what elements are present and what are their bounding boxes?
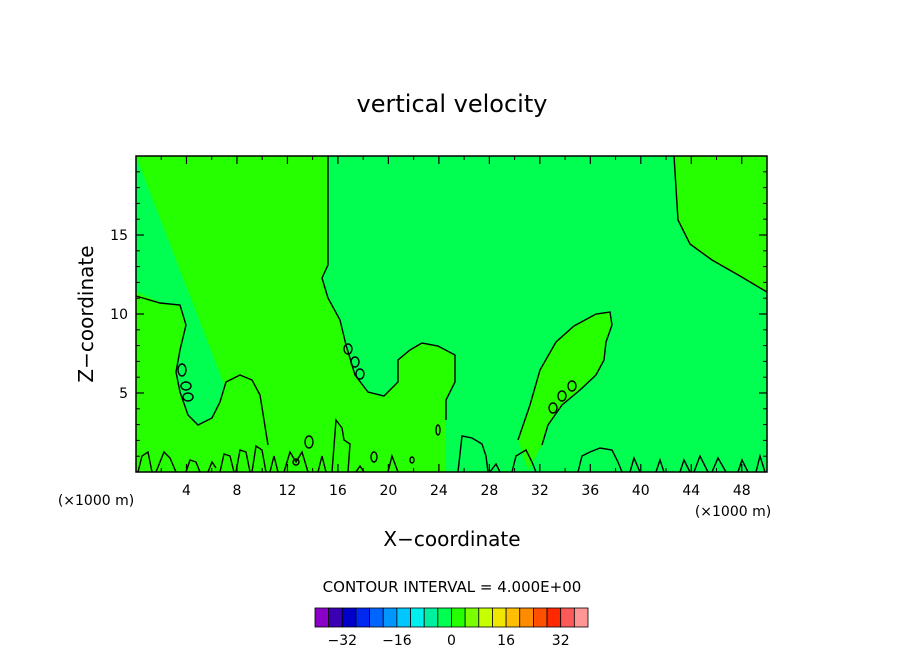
contour-blob	[182, 392, 194, 402]
x-unit-right: (×1000 m)	[695, 504, 771, 520]
colorbar-labels: −32 −16 0 16 32	[328, 633, 570, 649]
y-tick-label: 15	[110, 228, 128, 244]
chart-title: vertical velocity	[357, 90, 548, 118]
colorbar-tick-label: 16	[497, 633, 515, 649]
contour-line-surface	[137, 418, 766, 473]
y-axis: 5 10 15	[110, 171, 767, 457]
contour-blob	[355, 368, 365, 380]
x-tick-label: 16	[329, 483, 347, 499]
x-tick-label: 24	[430, 483, 448, 499]
contour-blob	[435, 424, 441, 436]
colorbar-swatch	[464, 607, 480, 628]
x-tick-label: 4	[182, 483, 191, 499]
x-tick-label: 48	[733, 483, 751, 499]
colorbar	[314, 607, 589, 628]
contour-interval-label: CONTOUR INTERVAL = 4.000E+00	[323, 578, 582, 596]
y-axis-label: Z−coordinate	[74, 245, 98, 382]
colorbar-swatch	[533, 607, 548, 628]
contour-region-upper-left	[136, 156, 455, 472]
contour-region-upper-right	[674, 156, 767, 292]
colorbar-tick-label: 32	[552, 633, 570, 649]
x-tick-label: 8	[232, 483, 241, 499]
x-tick-label: 44	[682, 483, 700, 499]
colorbar-tick-label: 0	[447, 633, 456, 649]
colorbar-swatch	[546, 607, 562, 628]
x-tick-label: 28	[480, 483, 498, 499]
contour-blob	[304, 435, 314, 449]
contour-blob	[177, 363, 187, 377]
colorbar-swatch	[451, 607, 466, 628]
colorbar-swatch	[369, 607, 384, 628]
colorbar-tick-label: −32	[328, 633, 358, 649]
colorbar-swatch	[560, 607, 575, 628]
contour-blob	[409, 456, 415, 464]
colorbar-swatch	[478, 607, 493, 628]
contour-blob	[180, 381, 192, 391]
x-tick-label: 20	[379, 483, 397, 499]
x-axis-label: X−coordinate	[383, 527, 520, 551]
colorbar-swatch	[355, 607, 371, 628]
contour-blob	[567, 380, 577, 392]
contour-region-middle	[518, 312, 612, 470]
x-tick-label: 32	[531, 483, 549, 499]
colorbar-swatch	[396, 607, 411, 628]
colorbar-swatch	[519, 607, 534, 628]
x-tick-label: 12	[279, 483, 297, 499]
contour-blob	[350, 356, 360, 368]
contour-blob	[370, 451, 378, 463]
colorbar-swatch	[410, 607, 425, 628]
contour-blob	[548, 402, 558, 414]
y-tick-label: 5	[119, 386, 128, 402]
colorbar-swatch	[492, 607, 507, 628]
x-axis: 4 8 12 16 20 24 28 32 36 40 44 48	[160, 156, 751, 499]
x-tick-label: 36	[581, 483, 599, 499]
colorbar-swatch	[382, 607, 398, 628]
colorbar-swatch	[314, 607, 330, 628]
colorbar-swatch	[573, 607, 589, 628]
contour-line-right	[673, 155, 768, 293]
colorbar-swatch	[423, 607, 439, 628]
contour-line-center	[321, 156, 456, 420]
colorbar-swatch	[328, 607, 343, 628]
y-tick-label: 10	[110, 307, 128, 323]
x-tick-label: 40	[632, 483, 650, 499]
colorbar-swatch	[341, 607, 357, 628]
colorbar-swatch	[437, 607, 452, 628]
contour-blob	[292, 458, 300, 466]
contour-blob	[343, 343, 353, 355]
contour-line-middle	[517, 311, 613, 446]
contour-blob	[557, 390, 567, 402]
contour-lines	[135, 155, 768, 473]
contour-line-left	[135, 295, 269, 446]
colorbar-tick-label: −16	[382, 633, 412, 649]
colorbar-swatch	[505, 607, 521, 628]
x-unit-left: (×1000 m)	[58, 493, 134, 509]
